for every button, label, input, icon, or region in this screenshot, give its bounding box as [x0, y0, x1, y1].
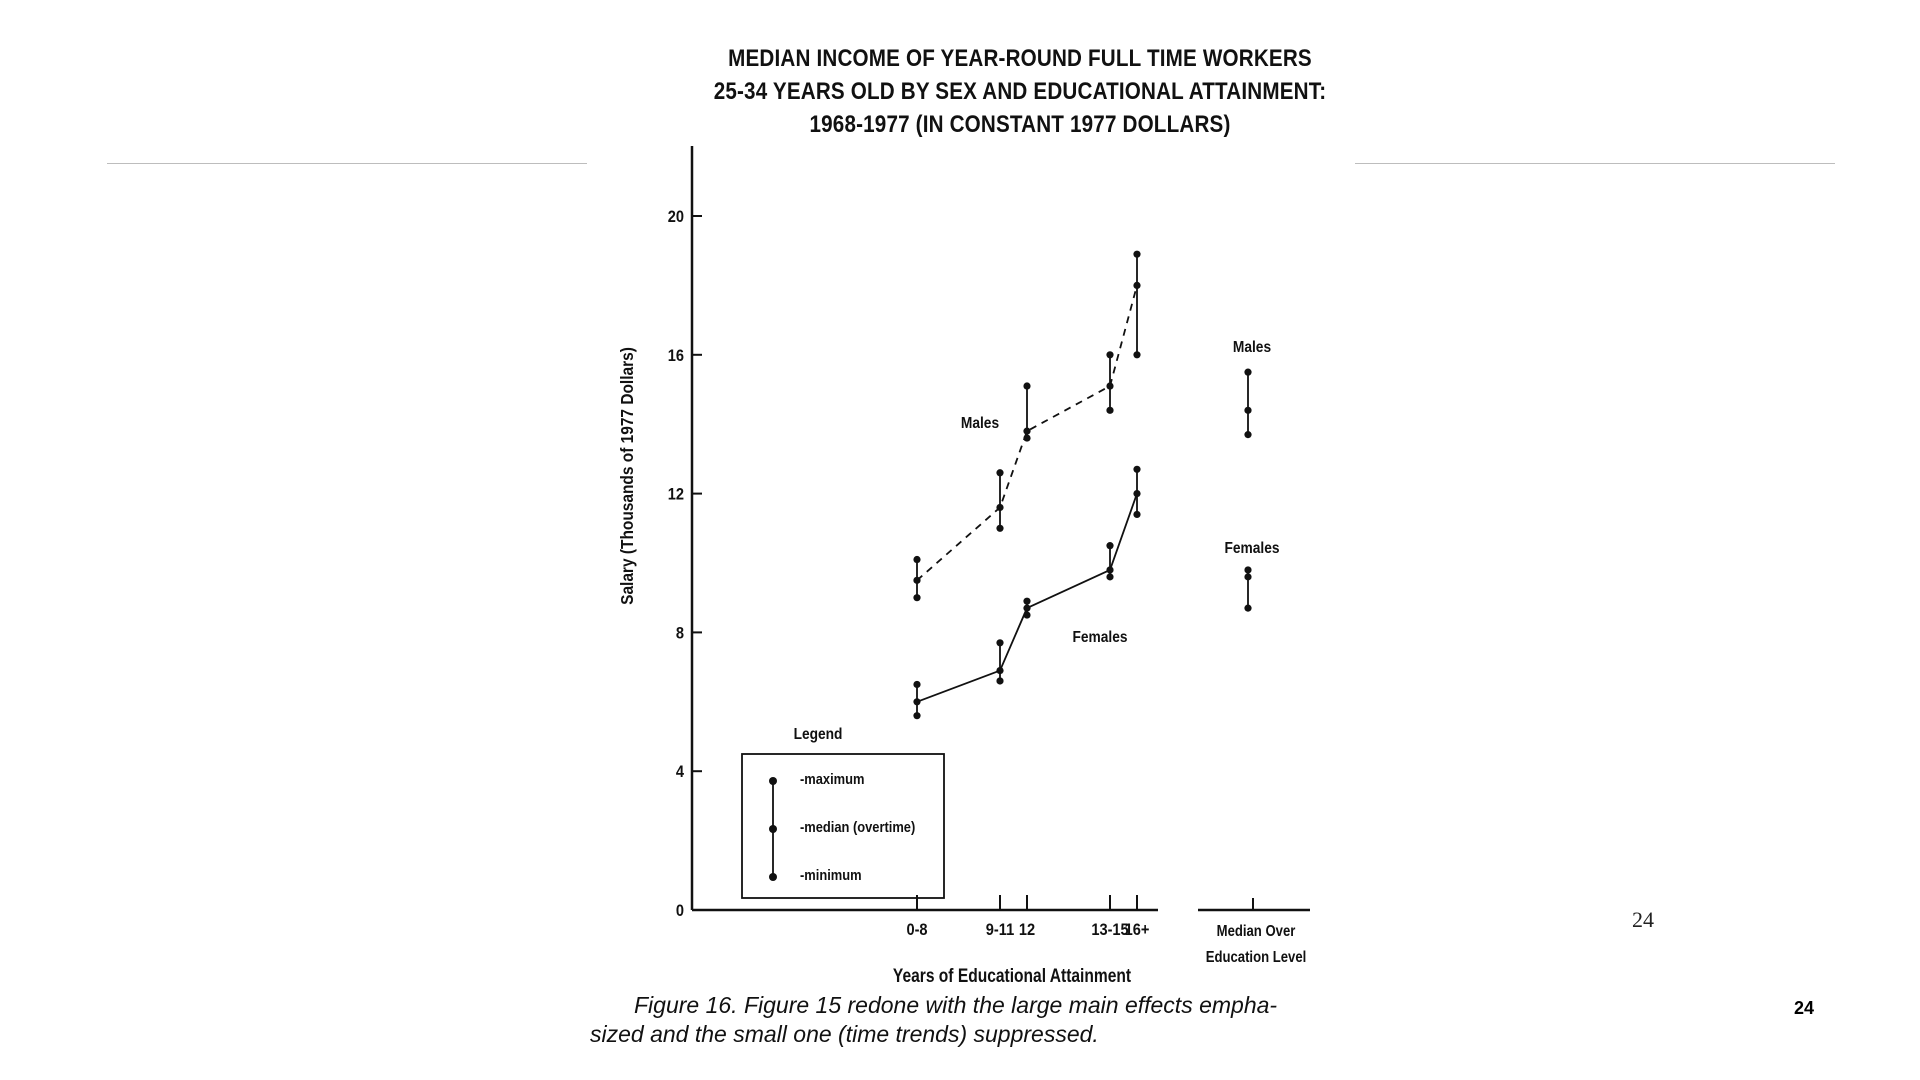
- min-point-males: [1023, 434, 1031, 442]
- overall-label-females: Females: [1224, 539, 1279, 557]
- legend-max-marker: [769, 777, 777, 785]
- x-tick-label: 12: [1019, 921, 1035, 939]
- x-tick-label: 16+: [1125, 921, 1150, 939]
- min-point-males: [913, 594, 921, 602]
- y-tick-label: 20: [668, 208, 684, 226]
- legend-item-maximum: -maximum: [800, 770, 864, 787]
- x-tick-label: 9-11: [986, 921, 1015, 939]
- min-point-females: [1023, 611, 1031, 619]
- max-point-males: [1023, 382, 1031, 390]
- overall-median-point-females: [1244, 573, 1252, 581]
- page-number: 24: [1794, 998, 1815, 1018]
- slide-number: 24: [1632, 907, 1654, 932]
- series-layer: [913, 250, 1141, 720]
- x-tick-label: 0-8: [906, 921, 927, 939]
- y-ticks: 0 4 8 12 16 20: [668, 208, 702, 920]
- x-tick-label: 13-15: [1091, 921, 1129, 939]
- legend-title: Legend: [794, 725, 843, 743]
- figure-caption: Figure 16. Figure 15 redone with the lar…: [590, 991, 1380, 1049]
- legend: Legend -maximum -median (overtime) -mini…: [741, 725, 945, 899]
- median-point-males: [1133, 281, 1141, 289]
- min-point-males: [1106, 406, 1114, 414]
- series-label-males: Males: [961, 414, 999, 432]
- min-point-females: [996, 677, 1004, 685]
- legend-median-marker: [769, 825, 777, 833]
- overall-layer: [1244, 368, 1252, 612]
- y-tick-label: 12: [668, 486, 684, 504]
- max-point-males: [996, 469, 1004, 477]
- legend-min-marker: [769, 873, 777, 881]
- overall-max-point-females: [1244, 566, 1252, 574]
- overall-min-point-females: [1244, 604, 1252, 612]
- y-axis-label: Salary (Thousands of 1977 Dollars): [617, 347, 637, 605]
- max-point-females: [913, 680, 921, 689]
- overall-label-line-2: Education Level: [1206, 949, 1307, 966]
- min-point-females: [913, 712, 921, 720]
- y-tick-label: 8: [676, 624, 684, 642]
- max-point-females: [1023, 597, 1031, 605]
- y-tick-label: 0: [676, 902, 684, 920]
- min-point-males: [1133, 351, 1141, 359]
- chart-title-line-1: MEDIAN INCOME OF YEAR-ROUND FULL TIME WO…: [728, 45, 1312, 72]
- legend-item-minimum: -minimum: [800, 866, 862, 883]
- overall-max-point-males: [1244, 368, 1252, 376]
- max-point-males: [913, 555, 921, 564]
- min-point-females: [1133, 510, 1141, 519]
- overall-median-point-males: [1244, 406, 1252, 414]
- max-point-males: [1133, 250, 1141, 258]
- median-point-females: [996, 666, 1004, 675]
- median-point-males: [1023, 427, 1031, 435]
- overall-min-point-males: [1244, 431, 1252, 439]
- x-axis-label: Years of Educational Attainment: [893, 965, 1131, 987]
- median-point-males: [913, 576, 921, 584]
- legend-item-median: -median (overtime): [800, 818, 915, 835]
- divider-left: [107, 163, 587, 164]
- chart-title: MEDIAN INCOME OF YEAR-ROUND FULL TIME WO…: [659, 42, 1381, 141]
- legend-box: [741, 753, 945, 899]
- median-point-males: [1106, 382, 1114, 390]
- y-tick-label: 4: [676, 763, 684, 781]
- min-point-males: [996, 524, 1004, 532]
- overall-label-males: Males: [1233, 338, 1271, 356]
- max-point-males: [1106, 351, 1114, 359]
- chart-title-line-3: 1968-1977 (IN CONSTANT 1977 DOLLARS): [809, 111, 1231, 138]
- divider-right: [1355, 163, 1835, 164]
- y-tick-label: 16: [668, 347, 684, 365]
- median-point-females: [1133, 490, 1141, 498]
- median-point-males: [996, 503, 1004, 512]
- max-point-females: [1106, 542, 1114, 550]
- median-point-females: [913, 698, 921, 706]
- chart-title-line-2: 25-34 YEARS OLD BY SEX AND EDUCATIONAL A…: [713, 78, 1327, 105]
- median-point-females: [1023, 604, 1031, 612]
- max-point-females: [996, 639, 1004, 647]
- caption-line-2: sized and the small one (time trends) su…: [590, 1021, 1099, 1047]
- series-label-females: Females: [1072, 628, 1127, 646]
- caption-line-1: Figure 16. Figure 15 redone with the lar…: [634, 992, 1278, 1018]
- overall-label-line-1: Median Over: [1217, 923, 1296, 940]
- min-point-females: [1106, 573, 1114, 581]
- median-point-females: [1106, 566, 1114, 574]
- max-point-females: [1133, 465, 1141, 473]
